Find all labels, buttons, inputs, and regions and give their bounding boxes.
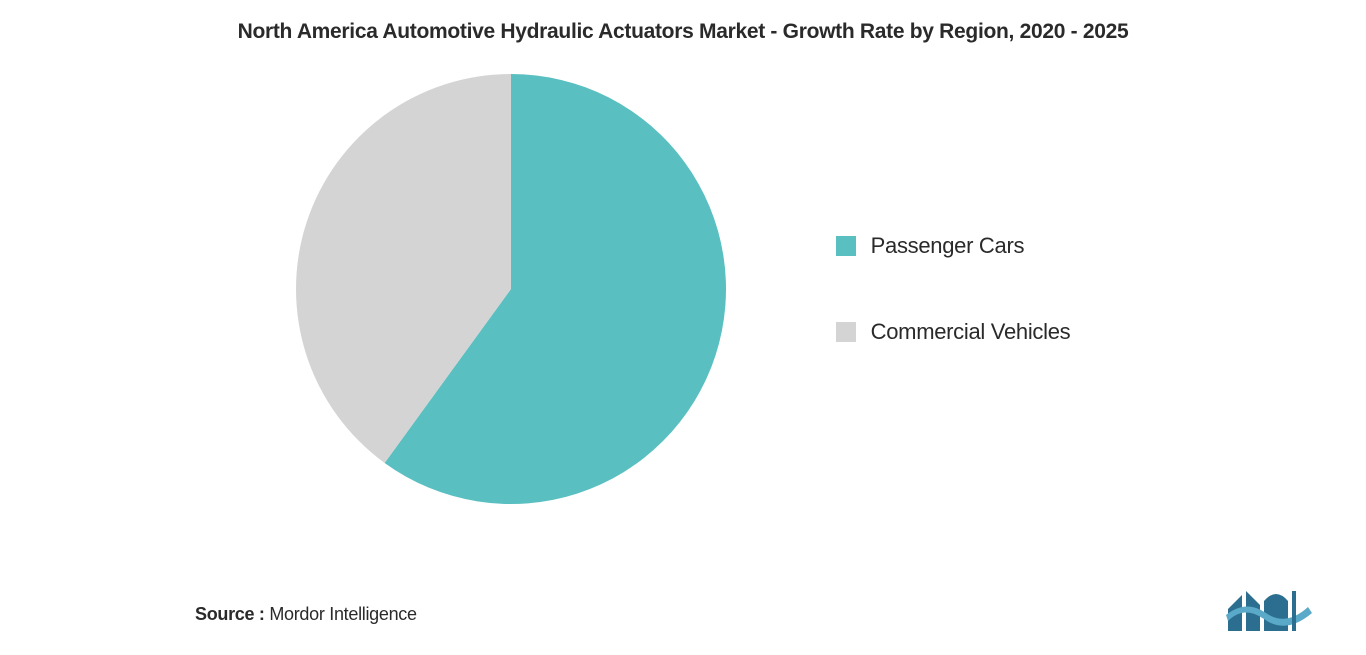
legend-label-1: Commercial Vehicles: [871, 319, 1071, 345]
logo-bar-i: [1292, 591, 1296, 631]
mordor-logo: [1226, 587, 1321, 635]
mordor-logo-svg: [1226, 587, 1321, 635]
chart-title: North America Automotive Hydraulic Actua…: [0, 0, 1366, 44]
legend-swatch-0: [836, 236, 856, 256]
source-line: Source : Mordor Intelligence: [195, 604, 417, 625]
legend-item-commercial-vehicles: Commercial Vehicles: [836, 319, 1071, 345]
legend-swatch-1: [836, 322, 856, 342]
legend-label-0: Passenger Cars: [871, 233, 1025, 259]
source-label: Source :: [195, 604, 265, 624]
legend-item-passenger-cars: Passenger Cars: [836, 233, 1071, 259]
pie-chart: [296, 74, 726, 504]
chart-container: Passenger Cars Commercial Vehicles: [0, 74, 1366, 504]
source-value: Mordor Intelligence: [269, 604, 416, 624]
pie-chart-svg: [296, 74, 726, 504]
legend: Passenger Cars Commercial Vehicles: [836, 233, 1071, 345]
